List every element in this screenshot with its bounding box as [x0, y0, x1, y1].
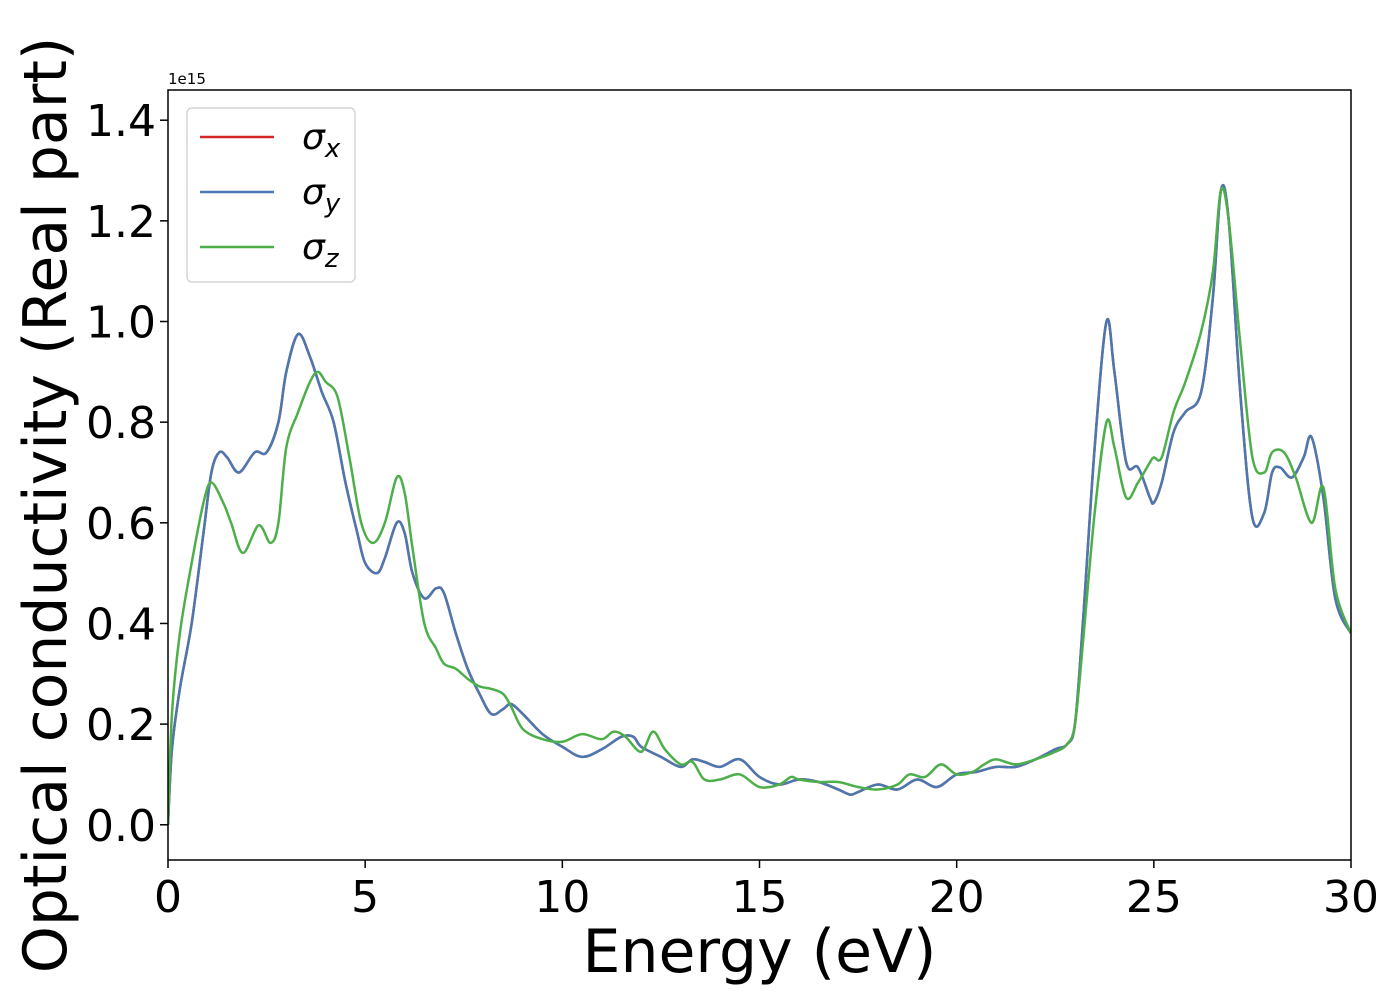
x-tick-label: 30	[1323, 872, 1379, 923]
y-tick-label: 1.4	[86, 96, 156, 147]
x-tick-label: 5	[351, 872, 379, 923]
y-tick-label: 0.4	[86, 599, 156, 650]
y-offset-text: 1e15	[168, 70, 206, 88]
x-tick-label: 15	[732, 872, 788, 923]
y-tick-label: 0.8	[86, 398, 156, 449]
series-line-y	[168, 183, 1351, 825]
plot-lines	[168, 183, 1351, 825]
x-tick-label: 20	[929, 872, 985, 923]
legend-label-z: σz	[302, 227, 340, 274]
series-line-z	[168, 186, 1351, 825]
y-axis-label: Optical conductivity (Real part)	[11, 37, 81, 974]
y-tick-label: 0.0	[86, 801, 156, 852]
legend: σx σy σz	[186, 107, 356, 283]
legend-label-x: σx	[302, 117, 341, 164]
x-tick-label: 0	[154, 872, 182, 923]
x-axis-label: Energy (eV)	[583, 917, 937, 987]
y-tick-label: 1.2	[86, 197, 156, 248]
x-tick-label: 10	[534, 872, 590, 923]
legend-label-y: σy	[302, 172, 341, 219]
y-tick-label: 0.2	[86, 700, 156, 751]
x-axis-ticks: 0 5 10 15 20 25 30	[154, 860, 1379, 923]
legend-box	[186, 107, 356, 283]
y-tick-label: 0.6	[86, 499, 156, 550]
y-tick-label: 1.0	[86, 298, 156, 349]
y-axis-ticks: 0.0 0.2 0.4 0.6 0.8 1.0 1.2 1.4	[86, 96, 168, 852]
x-tick-label: 25	[1126, 872, 1182, 923]
